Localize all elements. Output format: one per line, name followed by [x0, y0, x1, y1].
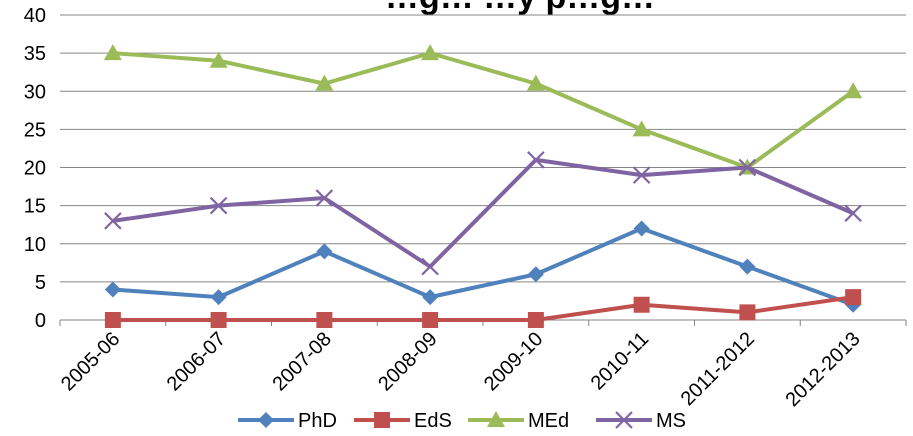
legend-marker-med [487, 411, 505, 427]
data-point-phd [104, 281, 121, 298]
x-tick-label: 2007-08 [268, 328, 335, 395]
legend-marker-eds [374, 412, 390, 428]
legend-marker-phd [258, 412, 274, 428]
legend-item-phd: PhD [238, 410, 337, 432]
series-line-med [112, 51, 855, 170]
legend-item-med: MEd [468, 410, 569, 432]
legend-marker-ms [615, 411, 633, 429]
y-tick-label: 20 [24, 158, 46, 180]
data-point-ms [104, 212, 122, 230]
y-tick-label: 30 [24, 81, 46, 103]
x-axis-ticks: 2005-06 2006-07 2007-08 2008-09 2009-10 2010-… [57, 320, 907, 411]
data-point-med [421, 44, 440, 61]
series-line-ms [112, 157, 854, 269]
series-line-phd [112, 226, 854, 307]
y-tick-label: 15 [24, 196, 46, 218]
data-point-phd [316, 243, 333, 260]
y-tick-label: 0 [35, 310, 46, 332]
data-point-med [209, 51, 228, 68]
data-point-med [103, 44, 122, 61]
y-tick-label: 35 [24, 43, 46, 65]
data-point-ms [844, 204, 862, 223]
data-point-ms [527, 151, 545, 169]
data-point-med [632, 120, 651, 137]
data-point-eds [739, 304, 756, 321]
x-tick-label: 2008-09 [374, 328, 441, 395]
data-point-ms [315, 189, 334, 207]
data-point-phd [739, 258, 756, 275]
data-point-med [315, 74, 334, 91]
legend: PhD EdS MEd MS [238, 410, 686, 432]
data-point-eds [845, 289, 862, 306]
series-phd [104, 220, 862, 313]
data-point-ms [632, 166, 651, 184]
y-tick-label: 5 [35, 272, 46, 294]
legend-label-med: MEd [528, 410, 569, 432]
data-point-med [526, 74, 545, 91]
x-tick-label: 2011-2012 [677, 328, 759, 410]
legend-item-ms: MS [596, 410, 686, 432]
x-tick-label: 2012-2013 [781, 328, 864, 411]
data-point-phd [527, 266, 544, 283]
x-tick-label: 2005-06 [57, 328, 124, 395]
data-point-eds [633, 296, 650, 313]
data-point-eds [527, 312, 544, 328]
x-tick-label: 2009-10 [480, 328, 547, 395]
data-point-ms [421, 257, 439, 276]
data-point-phd [210, 289, 227, 306]
gridlines [60, 14, 906, 283]
data-point-ms [209, 196, 228, 215]
data-point-eds [316, 312, 333, 328]
data-point-phd [422, 289, 439, 306]
series-line-eds [112, 295, 854, 322]
series-med [103, 44, 863, 175]
y-tick-label: 10 [24, 234, 46, 256]
data-point-eds [210, 312, 227, 328]
chart-title: …g… …y p…g… [385, 0, 655, 16]
data-point-med [844, 82, 863, 99]
x-tick-label: 2010-11 [587, 328, 653, 394]
legend-item-eds: EdS [354, 410, 452, 432]
y-tick-label: 25 [24, 119, 46, 141]
y-tick-label: 40 [24, 5, 46, 27]
y-axis-ticks: 0 5 10 15 20 25 30 35 40 [24, 5, 46, 332]
x-tick-label: 2006-07 [163, 328, 230, 395]
data-point-eds [422, 312, 439, 328]
legend-label-phd: PhD [298, 410, 337, 432]
data-point-ms [738, 158, 757, 177]
series-group [103, 44, 863, 328]
legend-label-ms: MS [656, 410, 686, 432]
series-eds [104, 289, 862, 328]
data-point-eds [104, 312, 121, 328]
legend-label-eds: EdS [414, 410, 452, 432]
series-ms [104, 151, 862, 276]
data-point-phd [633, 220, 650, 237]
